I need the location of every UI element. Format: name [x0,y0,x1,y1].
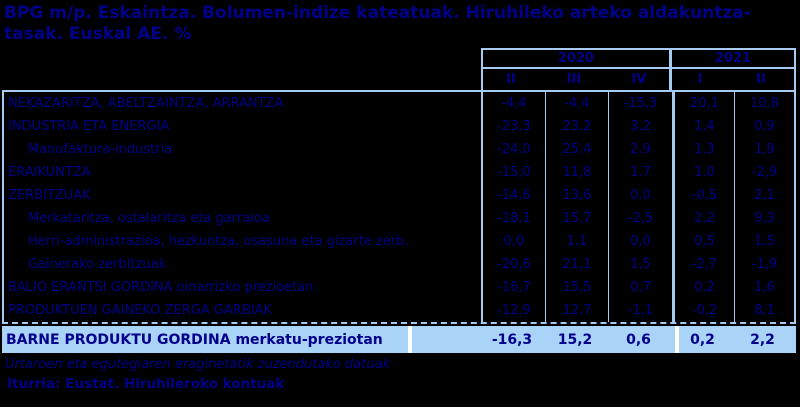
table-row: Manufaktura-industria -24,0 25,4 2,9 1,3… [4,138,794,161]
year-header-row: 2020 2021 [481,48,796,69]
value-cell: 1,6 [734,276,794,299]
table-row: ZERBITZUAK -14,6 13,6 0,0 -0,5 2,1 [4,184,794,207]
row-label: Herri-administrazioa, hezkuntza, osasuna… [28,234,409,249]
gdp-value-cell: 15,2 [557,331,593,348]
value-cell: 1,3 [672,138,734,161]
value-cell: 1,1 [545,230,608,253]
value-cell: 0,0 [608,184,672,207]
table-row: Merkataritza, ostalaritza eta garraioa -… [4,207,794,230]
gdp-value-cell: 2,2 [750,331,775,348]
quarter-group-2021: I II [672,69,796,90]
value-cell: 1,0 [672,161,734,184]
gdp-total-label: BARNE PRODUKTU GORDINA merkatu-preziotan [6,331,383,348]
value-cell: 11,8 [545,161,608,184]
column-header-2020-q4: IV [631,72,647,87]
value-cell: 8,1 [734,299,794,322]
value-cell: 1,5 [608,253,672,276]
value-cell: -0,2 [672,299,734,322]
table-row: BALIO ERANTSI GORDINA oinarrizko prezioe… [4,276,794,299]
value-cell: 0,7 [608,276,672,299]
row-label: INDUSTRIA ETA ENERGIA [8,119,170,134]
quarter-group-2020: II III IV [481,69,672,90]
source-line: Iturria: Eustat. Hiruhileroko kontuak [7,376,285,392]
table-row: NEKAZARITZA, ABELTZAINTZA, ARRANTZA -4,4… [4,92,794,115]
value-cell: 0,2 [672,276,734,299]
value-cell: 2,1 [734,184,794,207]
value-cell: -16,7 [481,276,545,299]
cell-gap [675,326,679,353]
row-label: Gainerako zerbitzuak [28,257,167,272]
row-label: Merkataritza, ostalaritza eta garraioa [28,211,270,226]
value-cell: 15,7 [545,207,608,230]
value-cell: -15,0 [481,161,545,184]
value-cell: -15,3 [608,92,672,115]
value-cell: 0,0 [481,230,545,253]
value-cell: 12,7 [545,299,608,322]
column-header-2020-q2: II [506,72,516,87]
column-header-2021-q2: II [756,72,766,87]
table-row: Herri-administrazioa, hezkuntza, osasuna… [4,230,794,253]
value-cell: 9,3 [734,207,794,230]
quarter-header-row: II III IV I II [481,69,796,90]
value-cell: 15,5 [545,276,608,299]
row-label: NEKAZARITZA, ABELTZAINTZA, ARRANTZA [8,96,284,111]
value-cell: -14,6 [481,184,545,207]
value-cell: 0,5 [672,230,734,253]
value-cell: 1,5 [734,230,794,253]
column-header-2021-q1: I [697,72,703,87]
value-cell: 23,2 [545,115,608,138]
value-cell: -2,5 [608,207,672,230]
year-header-2020: 2020 [481,48,672,69]
value-cell: -23,3 [481,115,545,138]
value-cell: 10,8 [734,92,794,115]
value-cell: 2,9 [608,138,672,161]
value-cell: 21,1 [545,253,608,276]
value-cell: -1,9 [734,253,794,276]
value-cell: 0,0 [608,230,672,253]
value-cell: -20,6 [481,253,545,276]
page-title-line1: BPG m/p. Eskaintza. Bolumen-indize katea… [4,3,751,23]
gdp-value-cell: 0,2 [690,331,715,348]
value-cell: 0,9 [734,115,794,138]
value-cell: -4,4 [545,92,608,115]
table-row: ERAIKUNTZA -15,0 11,8 1,7 1,0 -2,9 [4,161,794,184]
gdp-value-cell: 0,6 [626,331,651,348]
value-cell: 13,6 [545,184,608,207]
row-label: Manufaktura-industria [28,142,173,157]
table-row: PRODUKTUEN GAINEKO ZERGA GARBIAK -12,9 1… [4,299,794,322]
value-cell: 3,2 [608,115,672,138]
value-cell: -1,1 [608,299,672,322]
value-cell: 25,4 [545,138,608,161]
table-body: NEKAZARITZA, ABELTZAINTZA, ARRANTZA -4,4… [2,90,796,324]
column-header-2020-q3: III [566,72,582,87]
value-cell: -2,9 [734,161,794,184]
value-cell: -12,9 [481,299,545,322]
value-cell: 20,1 [672,92,734,115]
year-header-2021: 2021 [672,48,796,69]
row-label: ERAIKUNTZA [8,165,91,180]
value-cell: 1,4 [672,115,734,138]
row-label: ZERBITZUAK [8,188,91,203]
value-cell: -2,7 [672,253,734,276]
table-row: INDUSTRIA ETA ENERGIA -23,3 23,2 3,2 1,4… [4,115,794,138]
value-cell: -18,1 [481,207,545,230]
gdp-value-cell: -16,3 [491,331,533,348]
value-cell: 2,2 [672,207,734,230]
footnote: Urtaroen eta egutegiaren eraginetatik zu… [5,357,391,372]
cell-gap [408,326,412,353]
value-cell: 1,7 [608,161,672,184]
table-row: Gainerako zerbitzuak -20,6 21,1 1,5 -2,7… [4,253,794,276]
row-label: PRODUKTUEN GAINEKO ZERGA GARBIAK [8,303,273,318]
value-cell: 1,9 [734,138,794,161]
value-cell: -0,5 [672,184,734,207]
page-title: BPG m/p. Eskaintza. Bolumen-indize katea… [4,3,796,45]
gdp-total-row: BARNE PRODUKTU GORDINA merkatu-preziotan… [2,326,796,353]
row-label: BALIO ERANTSI GORDINA oinarrizko prezioe… [8,280,314,295]
page-title-line2: tasak. Euskal AE. % [4,24,192,44]
value-cell: -4,4 [481,92,545,115]
value-cell: -24,0 [481,138,545,161]
